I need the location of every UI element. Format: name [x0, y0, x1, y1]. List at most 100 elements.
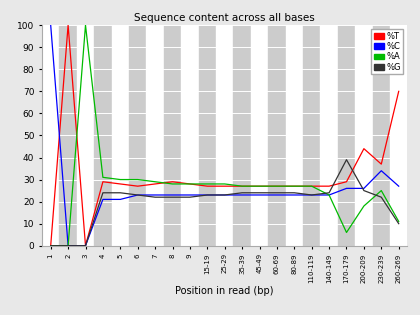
%G: [100, 191, 105, 195]
X-axis label: Position in read (bp): Position in read (bp): [176, 286, 274, 295]
%A: [361, 204, 366, 208]
Bar: [216, 25, 234, 246]
%A: [205, 182, 210, 186]
%A: [327, 193, 332, 197]
Bar: [112, 25, 129, 246]
%C: [292, 193, 297, 197]
Bar: [251, 25, 268, 246]
%A: [292, 184, 297, 188]
%G: [205, 193, 210, 197]
%A: [170, 182, 175, 186]
%G: [222, 193, 227, 197]
%A: [83, 23, 88, 27]
%T: [361, 147, 366, 151]
%A: [344, 231, 349, 234]
%G: [274, 191, 279, 195]
%G: [292, 191, 297, 195]
%C: [257, 193, 262, 197]
Line: %A: %A: [51, 25, 399, 246]
Bar: [129, 25, 147, 246]
%A: [100, 175, 105, 179]
%T: [274, 184, 279, 188]
%T: [205, 184, 210, 188]
%A: [239, 184, 244, 188]
Bar: [42, 25, 59, 246]
%A: [222, 182, 227, 186]
Bar: [234, 25, 251, 246]
%C: [327, 193, 332, 197]
%T: [239, 184, 244, 188]
%A: [152, 180, 158, 184]
Bar: [390, 25, 407, 246]
%C: [239, 193, 244, 197]
%G: [66, 244, 71, 248]
%A: [379, 189, 384, 192]
%C: [361, 186, 366, 190]
%G: [396, 222, 401, 226]
%C: [135, 193, 140, 197]
Bar: [164, 25, 181, 246]
%G: [135, 193, 140, 197]
%T: [83, 244, 88, 248]
%C: [152, 193, 158, 197]
%T: [152, 182, 158, 186]
%C: [83, 244, 88, 248]
%T: [118, 182, 123, 186]
%G: [257, 191, 262, 195]
Line: %C: %C: [51, 25, 399, 246]
Bar: [373, 25, 390, 246]
%T: [187, 182, 192, 186]
%T: [257, 184, 262, 188]
%T: [292, 184, 297, 188]
%C: [396, 184, 401, 188]
%T: [100, 180, 105, 184]
%A: [396, 220, 401, 223]
%A: [309, 184, 314, 188]
%T: [66, 23, 71, 27]
%T: [135, 184, 140, 188]
Line: %G: %G: [51, 160, 399, 246]
%G: [361, 189, 366, 192]
Bar: [286, 25, 303, 246]
%T: [309, 184, 314, 188]
%T: [48, 244, 53, 248]
%A: [187, 182, 192, 186]
%T: [327, 184, 332, 188]
Bar: [147, 25, 164, 246]
%C: [379, 169, 384, 173]
Legend: %T, %C, %A, %G: %T, %C, %A, %G: [371, 29, 403, 74]
%C: [100, 198, 105, 201]
Bar: [94, 25, 112, 246]
%C: [118, 198, 123, 201]
%A: [66, 244, 71, 248]
Title: Sequence content across all bases: Sequence content across all bases: [134, 13, 315, 23]
%A: [135, 178, 140, 181]
%C: [274, 193, 279, 197]
%T: [222, 184, 227, 188]
%G: [152, 195, 158, 199]
%G: [83, 244, 88, 248]
%A: [118, 178, 123, 181]
Bar: [303, 25, 320, 246]
%C: [205, 193, 210, 197]
Bar: [320, 25, 338, 246]
%C: [344, 186, 349, 190]
Line: %T: %T: [51, 25, 399, 246]
%A: [257, 184, 262, 188]
%T: [379, 162, 384, 166]
Bar: [181, 25, 199, 246]
%A: [48, 244, 53, 248]
%T: [170, 180, 175, 184]
%G: [187, 195, 192, 199]
Bar: [268, 25, 286, 246]
%C: [66, 244, 71, 248]
Bar: [338, 25, 355, 246]
Bar: [199, 25, 216, 246]
%G: [48, 244, 53, 248]
Bar: [77, 25, 94, 246]
%G: [327, 191, 332, 195]
Bar: [355, 25, 373, 246]
%G: [379, 195, 384, 199]
%T: [344, 180, 349, 184]
%G: [118, 191, 123, 195]
